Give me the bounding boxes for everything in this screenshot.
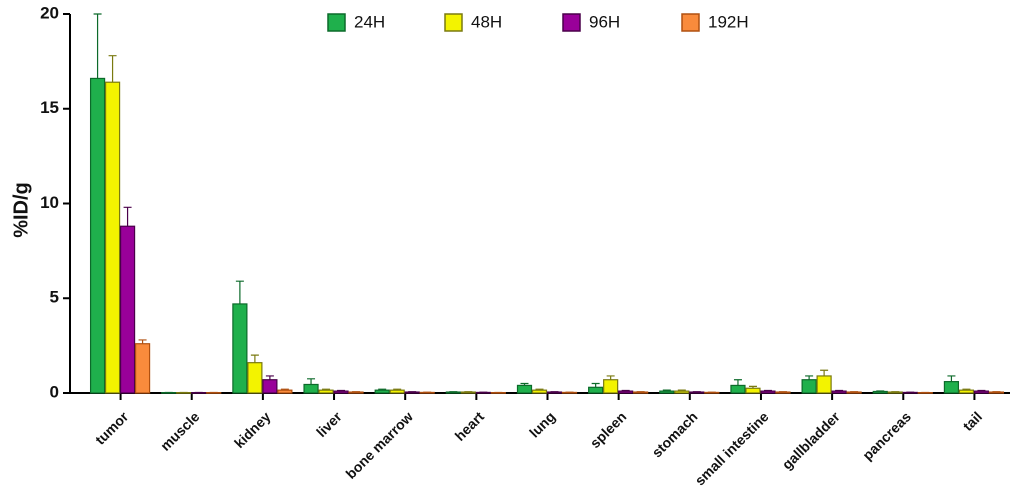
y-axis-label: %ID/g	[10, 182, 32, 238]
error-bar	[876, 390, 885, 392]
legend-swatch	[562, 13, 581, 32]
error-bar	[606, 375, 615, 380]
error-bar	[337, 389, 346, 392]
legend-label: 48H	[471, 12, 502, 31]
x-tick-label: heart	[452, 408, 488, 444]
x-tick-label: lung	[526, 408, 558, 440]
bar	[303, 383, 319, 394]
error-bar	[250, 354, 259, 363]
bar	[333, 390, 349, 394]
error-bar	[820, 369, 829, 376]
bar	[516, 384, 533, 394]
legend-swatch	[681, 13, 700, 32]
legend-swatch	[444, 13, 463, 32]
error-bar	[123, 206, 132, 227]
error-bar	[265, 375, 274, 380]
bar	[277, 389, 293, 394]
legend-label: 96H	[589, 12, 620, 31]
bar	[134, 343, 151, 394]
error-bar	[748, 385, 757, 389]
error-bar	[947, 375, 956, 382]
error-bar	[138, 339, 147, 344]
error-bar	[677, 389, 686, 392]
error-bar	[307, 378, 316, 385]
error-bar	[378, 388, 387, 391]
bar	[872, 390, 888, 394]
error-bar	[535, 388, 544, 391]
y-tick-label: 5	[50, 288, 59, 307]
error-bar	[763, 389, 772, 392]
x-tick-label: pancreas	[859, 408, 914, 463]
error-bar	[393, 388, 402, 391]
x-tick-label: spleen	[587, 408, 630, 451]
bar	[659, 390, 675, 394]
bar	[943, 381, 960, 394]
bar	[389, 389, 405, 394]
error-bar	[662, 389, 671, 392]
bar	[816, 375, 832, 394]
error-bar	[322, 388, 331, 391]
bar	[760, 390, 776, 394]
error-bar	[962, 388, 971, 391]
x-tick-label: kidney	[231, 408, 274, 451]
y-tick-label: 20	[40, 3, 59, 22]
error-bar	[108, 55, 117, 83]
bar	[262, 379, 278, 394]
y-tick-label: 15	[40, 98, 59, 117]
bar	[973, 390, 990, 394]
x-tick-label: stomach	[649, 408, 701, 460]
error-bar	[93, 13, 102, 79]
bar	[730, 384, 746, 394]
bar	[232, 303, 248, 394]
legend-label: 24H	[354, 12, 385, 31]
bar	[588, 386, 604, 394]
bar	[745, 387, 761, 394]
bar	[89, 77, 106, 394]
error-bar	[977, 389, 986, 392]
error-bar	[591, 382, 600, 388]
bar	[104, 81, 121, 394]
bar	[958, 389, 975, 394]
bar	[531, 389, 548, 394]
bar	[603, 379, 619, 394]
bar	[618, 390, 634, 394]
error-bar	[235, 280, 244, 304]
error-bar	[520, 382, 529, 386]
bar	[831, 390, 847, 394]
x-tick-label: small intestine	[692, 408, 772, 488]
bar	[318, 389, 334, 394]
x-tick-label: muscle	[157, 408, 203, 454]
bar	[674, 390, 690, 394]
x-tick-label: liver	[313, 408, 345, 440]
error-bar	[621, 389, 630, 392]
x-tick-label: tail	[960, 408, 986, 434]
x-tick-label: gallbladder	[779, 408, 844, 473]
error-bar	[733, 379, 742, 386]
x-tick-label: tumor	[92, 408, 132, 448]
bar	[247, 362, 263, 394]
x-tick-label: bone marrow	[342, 408, 416, 482]
bar	[119, 225, 136, 394]
y-tick-label: 0	[50, 382, 59, 401]
y-tick-label: 10	[40, 193, 59, 212]
error-bar	[805, 375, 814, 380]
bar	[801, 379, 817, 394]
error-bar	[835, 389, 844, 392]
legend-label: 192H	[708, 12, 749, 31]
error-bar	[280, 388, 289, 391]
bar	[374, 389, 390, 394]
legend-swatch	[327, 13, 346, 32]
